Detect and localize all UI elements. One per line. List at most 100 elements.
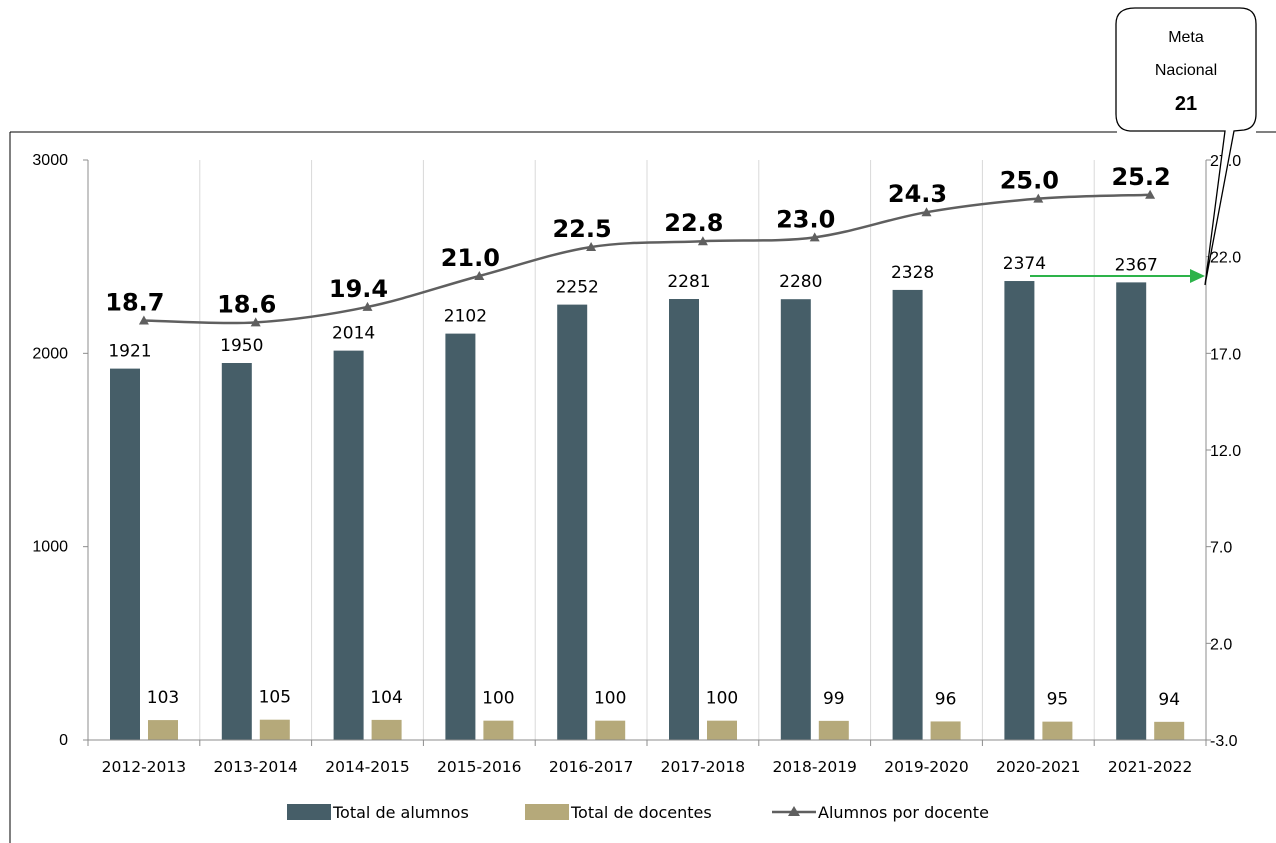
marker-alumnos-por-docente: [1033, 193, 1044, 203]
marker-alumnos-por-docente: [138, 315, 149, 325]
x-tick-label: 2013-2014: [213, 758, 298, 776]
marker-alumnos-por-docente: [1145, 189, 1156, 199]
right-tick-label: 2.0: [1210, 636, 1232, 653]
label-total-alumnos: 2328: [891, 263, 934, 283]
label-total-docentes: 100: [594, 689, 626, 709]
label-alumnos-por-docente: 22.8: [664, 209, 723, 237]
x-tick-label: 2020-2021: [996, 758, 1081, 776]
label-alumnos-por-docente: 21.0: [441, 244, 500, 272]
bar-total-docentes: [818, 720, 849, 740]
left-tick-label: 3000: [32, 152, 68, 169]
label-total-docentes: 96: [935, 689, 957, 709]
ratio-line: [138, 189, 1156, 327]
bar-total-docentes: [930, 721, 961, 740]
right-axis: -3.02.07.012.017.022.027.0: [1205, 153, 1241, 750]
bar-total-docentes: [707, 720, 737, 740]
legend-marker: [788, 806, 800, 816]
label-alumnos-por-docente: 18.6: [217, 290, 276, 318]
bars: [110, 281, 1185, 740]
bar-total-docentes: [148, 720, 178, 740]
label-total-alumnos: 2014: [332, 324, 375, 344]
marker-alumnos-por-docente: [362, 301, 373, 311]
bar-total-alumnos: [669, 299, 699, 740]
legend-label: Total de alumnos: [332, 803, 469, 822]
label-total-docentes: 105: [259, 688, 291, 708]
right-tick-label: -3.0: [1210, 733, 1238, 750]
data-labels: 1921 103 1950 105 2014 104 2102 100 2252 100 2281 1…: [105, 163, 1180, 710]
label-alumnos-por-docente: 18.7: [105, 288, 164, 316]
x-tick-label: 2016-2017: [549, 758, 634, 776]
label-total-docentes: 100: [482, 689, 514, 709]
legend-swatch: [287, 804, 331, 820]
callout-line1: Meta: [1168, 29, 1204, 46]
legend: Total de alumnos Total de docentes Alumnos…: [287, 803, 989, 822]
x-tick-label: 2014-2015: [325, 758, 410, 776]
bar-total-docentes: [371, 719, 402, 740]
label-alumnos-por-docente: 25.2: [1111, 163, 1170, 191]
legend-label: Alumnos por docente: [818, 803, 989, 822]
bar-total-docentes: [595, 720, 626, 740]
right-tick-label: 22.0: [1210, 250, 1241, 267]
label-total-docentes: 99: [823, 689, 845, 709]
bar-total-alumnos: [1004, 281, 1035, 740]
bar-total-docentes: [1042, 721, 1073, 740]
bar-total-alumnos: [221, 363, 252, 740]
label-total-alumnos: 2102: [444, 307, 487, 327]
x-tick-label: 2017-2018: [661, 758, 746, 776]
right-tick-label: 17.0: [1210, 346, 1241, 363]
bar-total-alumnos: [445, 333, 476, 740]
left-tick-label: 1000: [32, 539, 68, 556]
bar-total-docentes: [1154, 721, 1185, 740]
label-total-alumnos: 2374: [1003, 254, 1046, 274]
label-total-alumnos: 1921: [108, 342, 151, 362]
marker-alumnos-por-docente: [586, 242, 597, 251]
label-total-docentes: 94: [1158, 690, 1180, 710]
label-alumnos-por-docente: 23.0: [776, 205, 835, 233]
marker-alumnos-por-docente: [250, 317, 261, 327]
label-total-alumnos: 2280: [779, 272, 822, 292]
chart-frame: [9, 131, 1276, 843]
category-gridlines: [199, 160, 1095, 740]
meta-nacional-callout: Meta Nacional 21: [1030, 7, 1257, 286]
left-tick-label: 2000: [32, 345, 68, 362]
left-tick-label: 0: [59, 732, 68, 749]
label-total-alumnos: 2281: [667, 272, 710, 292]
label-total-alumnos: 1950: [220, 336, 263, 356]
label-alumnos-por-docente: 24.3: [888, 180, 947, 208]
label-total-alumnos: 2367: [1115, 255, 1158, 275]
label-total-docentes: 104: [370, 688, 402, 708]
x-tick-label: 2012-2013: [102, 758, 187, 776]
label-total-docentes: 103: [147, 688, 179, 708]
bar-total-alumnos: [110, 368, 140, 740]
x-axis: 2012-2013 2013-2014 2014-2015 2015-2016 2016…: [87, 739, 1207, 776]
x-tick-label: 2015-2016: [437, 758, 522, 776]
label-alumnos-por-docente: 22.5: [552, 215, 611, 243]
callout-line2: Nacional: [1155, 62, 1217, 79]
bar-total-alumnos: [892, 289, 923, 740]
bar-total-docentes: [259, 719, 290, 740]
label-total-docentes: 95: [1047, 690, 1069, 710]
legend-label: Total de docentes: [570, 803, 712, 822]
marker-alumnos-por-docente: [474, 271, 485, 280]
meta-arrow-head: [1190, 269, 1205, 283]
callout-bubble: [1115, 7, 1257, 286]
x-tick-label: 2021-2022: [1108, 758, 1193, 776]
right-tick-label: 12.0: [1210, 443, 1241, 460]
callout-value: 21: [1175, 93, 1197, 115]
x-tick-label: 2019-2020: [884, 758, 969, 776]
bar-total-alumnos: [557, 304, 588, 740]
marker-alumnos-por-docente: [697, 236, 708, 246]
marker-alumnos-por-docente: [809, 232, 820, 242]
legend-swatch: [525, 804, 569, 820]
bar-total-docentes: [483, 720, 514, 740]
x-tick-label: 2018-2019: [772, 758, 857, 776]
label-total-docentes: 100: [706, 689, 738, 709]
bar-total-alumnos: [1116, 282, 1147, 740]
bar-total-alumnos: [780, 299, 811, 740]
left-axis: 0 1000 2000 3000: [32, 152, 89, 749]
right-tick-label: 7.0: [1210, 540, 1232, 557]
label-total-alumnos: 2252: [556, 278, 599, 298]
label-alumnos-por-docente: 25.0: [1000, 167, 1059, 195]
line-alumnos-por-docente: [143, 193, 1151, 325]
